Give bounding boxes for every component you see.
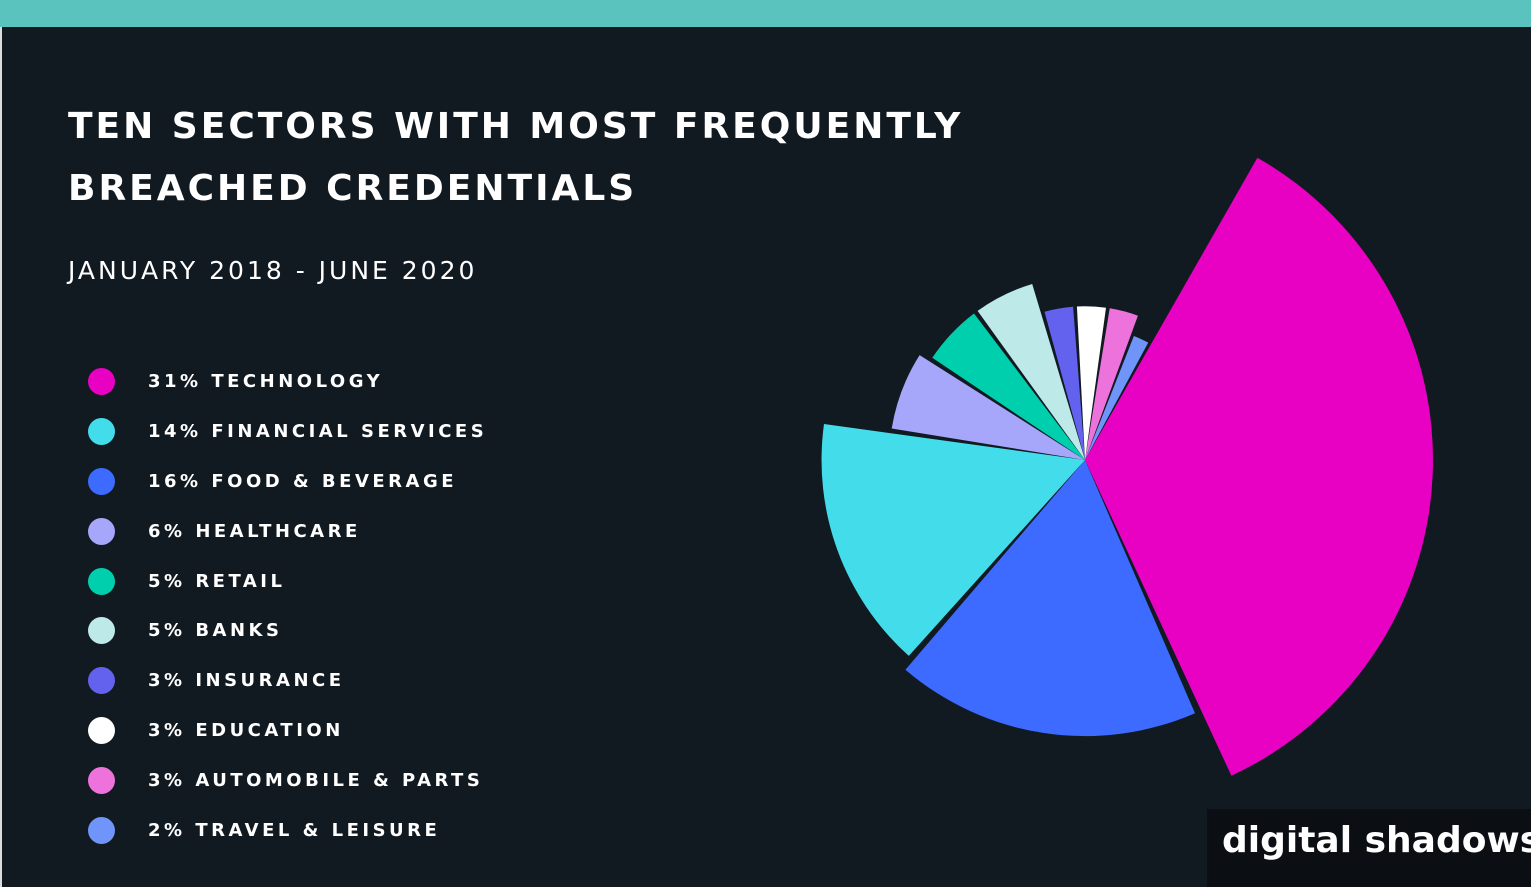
legend-label: 6% HEALTHCARE — [148, 520, 361, 542]
left-border — [0, 27, 2, 887]
legend-swatch — [88, 816, 115, 844]
legend-item: 14% FINANCIAL SERVICES — [88, 407, 487, 457]
legend-label: 31% TECHNOLOGY — [148, 371, 384, 393]
legend-swatch — [88, 567, 115, 595]
slice-banks — [977, 284, 1085, 460]
brand-logo: digital shadows — [1222, 820, 1531, 861]
legend-label: 14% FINANCIAL SERVICES — [148, 421, 488, 443]
legend-swatch — [88, 667, 115, 695]
legend-swatch — [88, 418, 115, 446]
legend-swatch — [88, 617, 115, 645]
slice-technology — [1085, 157, 1433, 776]
slice-education — [1076, 306, 1106, 460]
legend-item: 5% RETAIL — [88, 556, 487, 606]
slice-food-beverage — [905, 460, 1195, 737]
legend-swatch — [88, 766, 115, 794]
legend: 31% TECHNOLOGY 14% FINANCIAL SERVICES 16… — [88, 357, 487, 855]
slice-retail — [932, 313, 1085, 460]
brand-box — [1207, 809, 1531, 887]
slice-automobile-parts — [1085, 308, 1138, 460]
slice-healthcare — [891, 355, 1085, 460]
slice-insurance — [1044, 306, 1085, 460]
legend-label: 3% EDUCATION — [148, 719, 344, 741]
legend-swatch — [88, 467, 115, 495]
chart-subtitle: JANUARY 2018 - JUNE 2020 — [68, 256, 478, 285]
legend-item: 2% TRAVEL & LEISURE — [88, 805, 487, 855]
top-accent-bar — [0, 0, 1531, 27]
legend-swatch — [88, 517, 115, 545]
legend-item: 5% BANKS — [88, 606, 487, 656]
legend-item: 3% EDUCATION — [88, 706, 487, 756]
slice-travel-leisure — [1085, 336, 1149, 460]
legend-label: 3% INSURANCE — [148, 670, 345, 692]
chart-title-line-2: BREACHED CREDENTIALS — [68, 168, 638, 209]
legend-swatch — [88, 368, 115, 396]
legend-label: 2% TRAVEL & LEISURE — [148, 819, 441, 841]
chart-title-line-1: TEN SECTORS WITH MOST FREQUENTLY — [68, 106, 964, 147]
legend-item: 3% AUTOMOBILE & PARTS — [88, 755, 487, 805]
brand-name: digital shadows — [1222, 820, 1531, 861]
legend-swatch — [88, 716, 115, 744]
slice-financial-services — [821, 424, 1085, 656]
legend-item: 6% HEALTHCARE — [88, 506, 487, 556]
chart-title: TEN SECTORS WITH MOST FREQUENTLY BREACHE… — [68, 96, 963, 220]
legend-item: 3% INSURANCE — [88, 656, 487, 706]
chart-slices — [821, 157, 1433, 776]
legend-label: 16% FOOD & BEVERAGE — [148, 470, 458, 492]
legend-label: 3% AUTOMOBILE & PARTS — [148, 769, 484, 791]
legend-item: 31% TECHNOLOGY — [88, 357, 487, 407]
legend-label: 5% RETAIL — [148, 570, 286, 592]
legend-label: 5% BANKS — [148, 620, 283, 642]
legend-item: 16% FOOD & BEVERAGE — [88, 457, 487, 507]
